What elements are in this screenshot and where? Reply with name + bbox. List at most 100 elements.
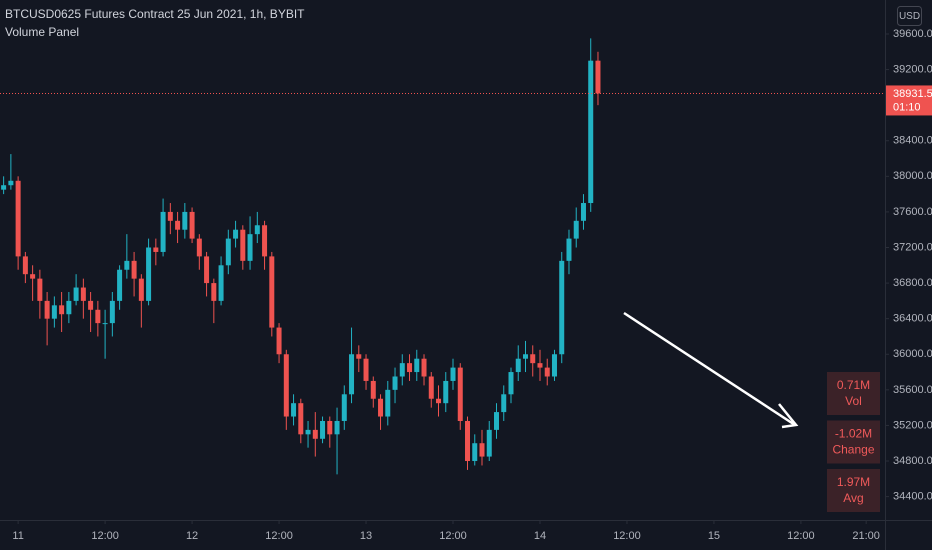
candle-body: [537, 363, 543, 368]
candle-body: [559, 260, 565, 355]
countdown: 01:10: [893, 101, 921, 113]
y-tick-label: 36000.0: [893, 348, 932, 360]
candle-body: [182, 211, 188, 230]
candle-body: [522, 354, 528, 359]
candle-body: [8, 180, 14, 186]
candle-body: [551, 354, 557, 377]
arrow-head: [778, 403, 799, 429]
candle-body: [88, 300, 94, 310]
candle-body: [443, 380, 449, 404]
candle-body: [421, 358, 427, 377]
panel-box: [827, 372, 880, 415]
panel-value: 1.97M: [837, 475, 870, 489]
currency-box[interactable]: [897, 6, 922, 26]
candle-body: [450, 367, 456, 381]
x-tick-label: 14: [534, 530, 546, 542]
candle-body: [175, 220, 181, 230]
last-price-label: 38931.5: [893, 88, 932, 100]
candle-body: [370, 380, 376, 399]
y-tick-label: 37200.0: [893, 241, 932, 253]
candle-body: [1, 185, 7, 190]
y-tick-label: 36400.0: [893, 313, 932, 325]
candle-body: [167, 211, 173, 221]
x-tick-label: 12: [186, 530, 198, 542]
candle-body: [109, 300, 115, 324]
arrow-annotation: [623, 311, 799, 429]
candle-body: [356, 354, 362, 359]
candle-body: [508, 372, 514, 395]
candle-body: [298, 403, 304, 435]
candle-body: [22, 256, 28, 275]
y-tick-label: 39200.0: [893, 63, 932, 75]
candle-body: [15, 180, 21, 257]
candle-body: [73, 287, 79, 301]
candle-body: [59, 305, 65, 315]
candle-body: [276, 327, 282, 355]
candle-body: [196, 238, 202, 257]
candle-body: [595, 60, 601, 94]
arrow-line: [623, 311, 796, 427]
y-tick-label: 38400.0: [893, 135, 932, 147]
candle-body: [247, 234, 253, 261]
candle-body: [573, 220, 579, 239]
chart-title: BTCUSD0625 Futures Contract 25 Jun 2021,…: [5, 7, 305, 21]
candle-body: [225, 238, 231, 266]
candle-body: [479, 443, 485, 457]
x-tick-label: 21:00: [852, 530, 880, 542]
panel-value: -1.02M: [835, 427, 872, 441]
candle-body: [44, 300, 50, 319]
candle-body: [566, 238, 572, 261]
panel-label: Avg: [843, 491, 863, 505]
panel-box: [827, 469, 880, 512]
y-tick-label: 34800.0: [893, 455, 932, 467]
y-tick-label: 36800.0: [893, 277, 932, 289]
x-tick-label: 12:00: [91, 530, 119, 542]
candle-body: [160, 211, 166, 252]
candle-body: [30, 274, 36, 279]
x-tick-label: 12:00: [787, 530, 815, 542]
candle-body: [269, 256, 275, 328]
candle-body: [493, 412, 499, 430]
candle-body: [254, 225, 260, 235]
candle-body: [37, 278, 43, 301]
candle-body: [341, 394, 347, 421]
y-tick-label: 35600.0: [893, 384, 932, 396]
candle-body: [465, 420, 471, 462]
candle-body: [211, 283, 217, 301]
x-tick-label: 12:00: [613, 530, 641, 542]
candle-body: [233, 229, 239, 239]
x-tick-label: 13: [360, 530, 372, 542]
candle-body: [138, 278, 144, 301]
candle-body: [399, 363, 405, 377]
candle-body: [80, 287, 86, 301]
panel-box: [827, 420, 880, 464]
candle-body: [580, 203, 586, 221]
candle-body: [385, 389, 391, 417]
candle-body: [436, 398, 442, 404]
panel-label: Vol: [845, 394, 862, 408]
candle-body: [428, 376, 434, 399]
candle-body: [363, 358, 369, 381]
last-price-box: [886, 85, 932, 116]
candle-body: [204, 256, 210, 284]
candle-body: [486, 429, 492, 457]
candle-body: [457, 367, 463, 421]
candle-body: [131, 260, 137, 279]
candle-body: [283, 354, 289, 417]
candle-body: [407, 363, 413, 373]
candle-body: [153, 247, 159, 252]
panel-label: Change: [832, 443, 874, 457]
candle-body: [320, 420, 326, 439]
y-tick-label: 39600.0: [893, 28, 932, 40]
x-tick-label: 11: [12, 530, 23, 542]
candle-body: [472, 443, 478, 462]
candle-body: [240, 229, 246, 261]
currency: USD: [899, 11, 920, 22]
candle-body: [102, 323, 108, 325]
candle-body: [392, 376, 398, 390]
candle-body: [530, 354, 536, 364]
candle-body: [66, 300, 72, 315]
candle-body: [305, 429, 311, 435]
candle-body: [334, 420, 340, 435]
